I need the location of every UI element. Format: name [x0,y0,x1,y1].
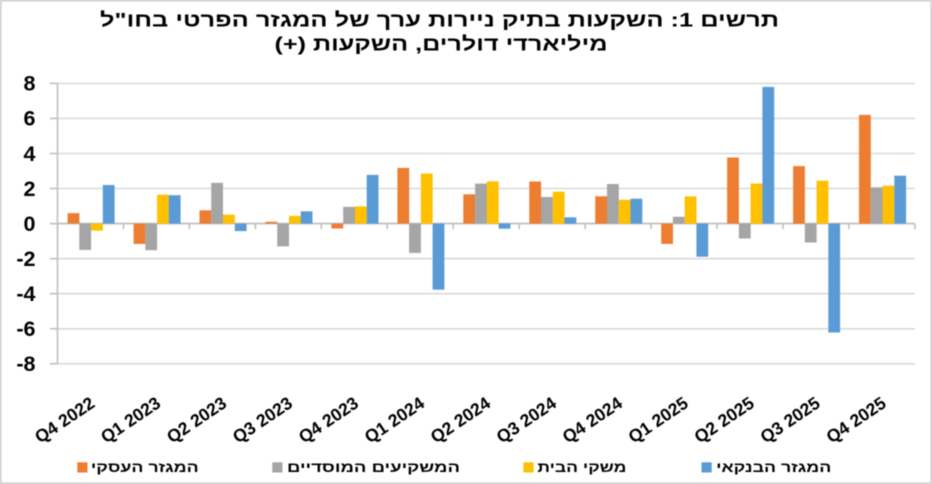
svg-text:-6: -6 [16,317,35,341]
svg-text:0: 0 [24,212,36,236]
svg-text:2: 2 [24,177,36,201]
svg-text:מיליארדי דולרים, השקעות (+): מיליארדי דולרים, השקעות (+) [275,34,608,56]
svg-text:-8: -8 [16,352,35,376]
svg-text:המגזר הבנקאי: המגזר הבנקאי [716,459,831,475]
svg-text:תרשים 1: השקעות בתיק ניירות ער: תרשים 1: השקעות בתיק ניירות ערך של המגזר… [100,10,779,32]
svg-text:4: 4 [24,142,36,166]
svg-text:משקי הבית: משקי הבית [537,459,626,475]
svg-text:6: 6 [24,107,36,131]
svg-text:המגזר העסקי: המגזר העסקי [91,459,199,475]
svg-text:המשקיעים המוסדיים: המשקיעים המוסדיים [287,459,460,475]
svg-text:-2: -2 [16,247,35,271]
svg-text:-4: -4 [16,282,35,306]
svg-text:8: 8 [24,72,36,96]
